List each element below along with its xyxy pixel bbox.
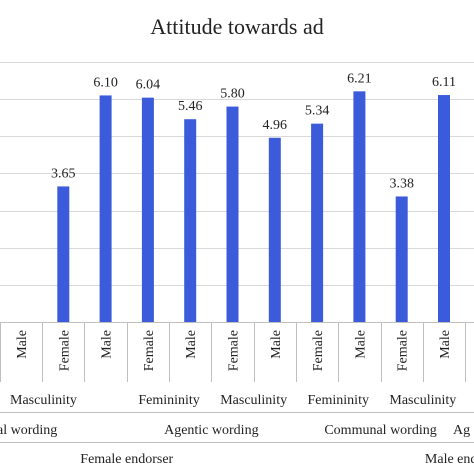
trait-label: Femininity — [308, 393, 369, 408]
x-tick-label: Male — [353, 330, 368, 359]
bar — [395, 196, 408, 322]
x-tick-label: Male — [100, 330, 115, 359]
bar — [353, 91, 366, 322]
trait-label: Masculinity — [389, 393, 456, 408]
data-label: 6.10 — [93, 75, 118, 90]
wording-label: Agentic wording — [164, 423, 258, 438]
data-label: 6.21 — [347, 71, 372, 86]
bar — [311, 123, 324, 323]
trait-label: Femininity — [138, 393, 199, 408]
x-tick-label: Female — [396, 330, 411, 371]
wording-label: al wording — [0, 423, 57, 438]
x-tick-label: Male — [438, 330, 453, 359]
bar — [184, 119, 197, 322]
x-tick-label: Female — [311, 330, 326, 371]
bar — [268, 137, 281, 322]
bar — [438, 95, 450, 322]
x-tick-label: Female — [57, 330, 72, 371]
x-tick-label: Male — [15, 330, 30, 359]
data-label: 6.04 — [136, 78, 161, 93]
endorser-label: Female endorser — [80, 452, 173, 467]
data-label: 3.65 — [51, 166, 76, 181]
bar — [99, 95, 112, 322]
data-label: 4.96 — [263, 118, 288, 133]
x-tick-label: Male — [184, 330, 199, 359]
bar — [57, 186, 70, 322]
chart-title: Attitude towards ad — [150, 14, 324, 39]
data-label: 5.34 — [305, 104, 330, 119]
data-label: 6.11 — [432, 75, 456, 90]
wording-label: Ag — [453, 423, 470, 438]
bar — [226, 106, 239, 322]
wording-label: Communal wording — [324, 423, 436, 438]
data-label: 5.80 — [220, 87, 245, 102]
x-tick-label: Female — [142, 330, 157, 371]
bar — [141, 97, 154, 323]
trait-label: Masculinity — [10, 393, 77, 408]
x-tick-label: Female — [227, 330, 242, 371]
trait-label: Masculinity — [220, 393, 287, 408]
data-label: 3.38 — [389, 176, 414, 191]
data-label: 5.46 — [178, 99, 203, 114]
endorser-label: Male endorser — [425, 452, 474, 467]
x-tick-label: Male — [269, 330, 284, 359]
